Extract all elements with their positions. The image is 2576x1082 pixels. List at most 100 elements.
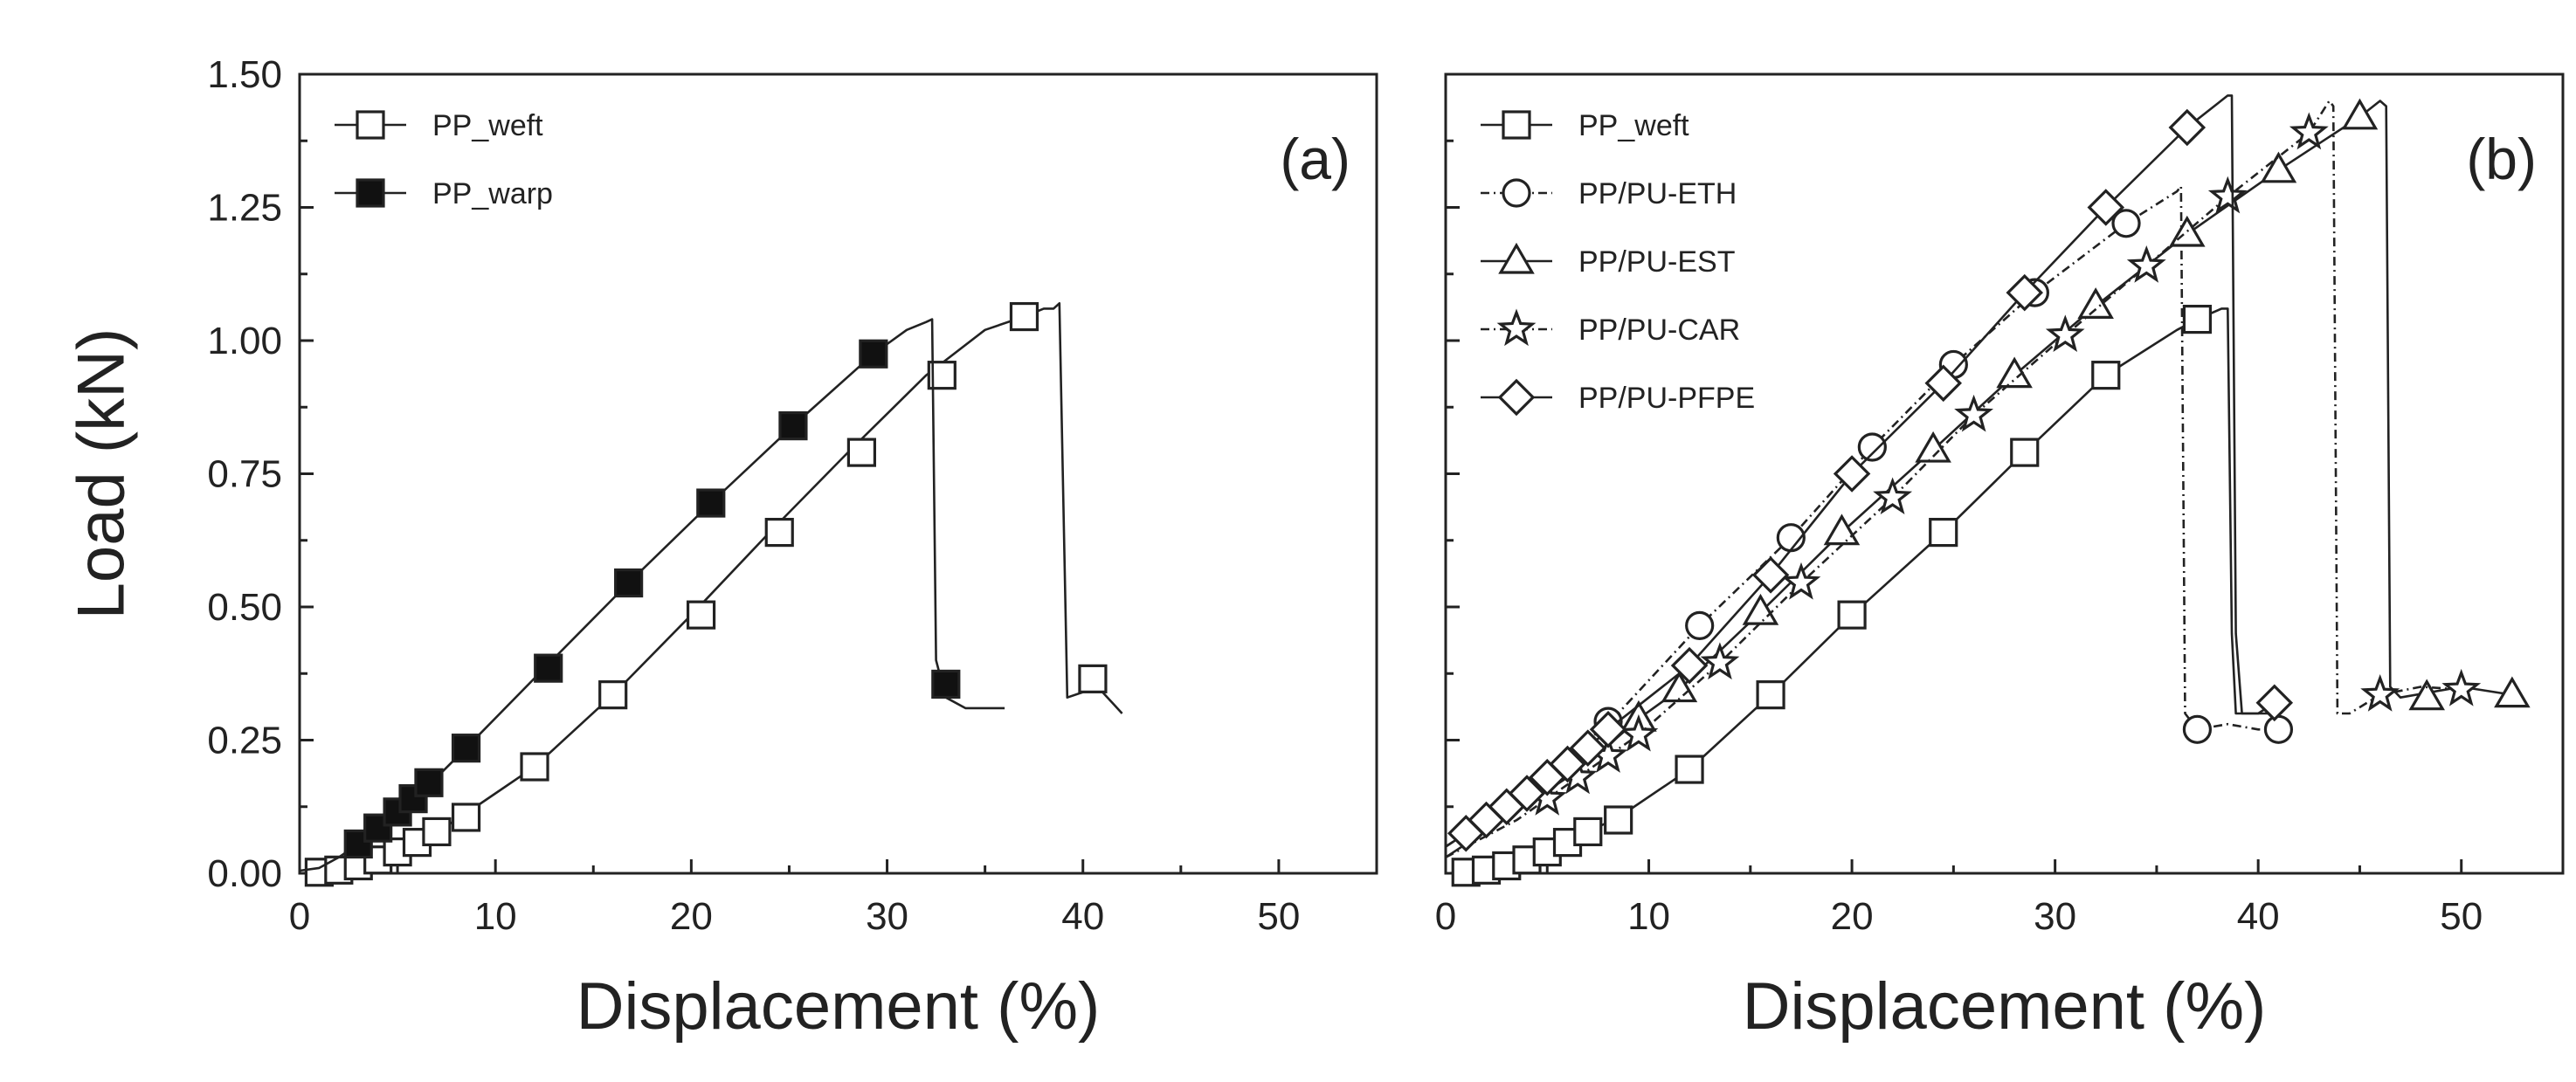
data-point xyxy=(1823,513,1861,546)
data-point xyxy=(686,600,716,630)
data-point xyxy=(1742,593,1779,625)
data-point xyxy=(2408,679,2445,711)
series-pp-warp xyxy=(299,318,1005,872)
series-pp-pu-pfpe xyxy=(1445,94,2294,852)
series-line xyxy=(1445,100,2462,858)
data-point xyxy=(1549,745,1586,783)
data-point xyxy=(846,438,877,467)
data-point xyxy=(2207,176,2248,214)
legend-marker xyxy=(1496,308,1537,347)
y-tick-label: 0.50 xyxy=(207,586,282,629)
x-tick-label: 50 xyxy=(2440,895,2483,938)
x-tick-label: 30 xyxy=(2034,895,2076,938)
x-tick-label: 40 xyxy=(1061,895,1104,938)
data-point xyxy=(2494,676,2531,708)
legend-label: PP_weft xyxy=(1578,109,1689,142)
data-point xyxy=(1661,671,1698,703)
legend-label: PP_warp xyxy=(432,177,553,210)
data-point xyxy=(2360,674,2400,712)
data-point xyxy=(1751,556,1790,594)
y-tick-label: 0.75 xyxy=(207,453,282,496)
x-axis-title: Displacement (%) xyxy=(1743,969,2267,1044)
data-point xyxy=(778,411,808,441)
data-point xyxy=(764,517,794,548)
data-point xyxy=(1604,805,1633,835)
x-tick-label: 0 xyxy=(1435,895,1456,938)
legend-marker xyxy=(356,110,385,140)
data-point xyxy=(1837,600,1867,630)
data-point xyxy=(1009,301,1039,332)
data-point xyxy=(534,653,563,683)
data-point xyxy=(2006,273,2044,312)
data-point xyxy=(2045,314,2085,352)
chart-panel-b: 0 10 20 30 40 50 Displacement (%) (b) PP_weft PP/… xyxy=(1435,72,2565,1044)
series-pp-pu-car xyxy=(1445,100,2482,858)
data-point xyxy=(2087,189,2125,226)
data-point xyxy=(1573,817,1603,847)
legend: PP_weft PP/PU-ETH PP/PU-EST PP/PU-CAR PP/PU-… xyxy=(1481,109,1755,417)
data-point xyxy=(2168,108,2207,147)
data-point xyxy=(1833,455,1871,493)
legend-label: PP/PU-EST xyxy=(1578,245,1735,279)
data-point xyxy=(1670,646,1709,685)
legend-marker xyxy=(1502,178,1531,208)
panel-label: (b) xyxy=(2466,127,2537,191)
series-pp-weft xyxy=(1445,305,2269,887)
data-point xyxy=(2182,714,2213,744)
x-tick-label: 40 xyxy=(2237,895,2280,938)
data-point xyxy=(520,752,549,782)
data-point xyxy=(696,488,726,518)
data-point xyxy=(2255,684,2294,722)
x-tick-label: 20 xyxy=(1831,895,1874,938)
legend-label: PP/PU-PFPE xyxy=(1578,382,1755,415)
data-point xyxy=(2010,438,2040,467)
data-point xyxy=(2091,361,2121,390)
legend-label: PP/PU-CAR xyxy=(1578,314,1740,347)
legend-marker xyxy=(1502,110,1531,140)
data-point xyxy=(1675,755,1704,784)
legend: PP_weft PP_warp xyxy=(335,109,553,210)
data-point xyxy=(598,680,628,710)
x-axis-title: Displacement (%) xyxy=(577,969,1101,1044)
chart-panel-a: 0 10 20 30 40 50 0.00 0.25 0.50 0.75 1.00 1.25 1.50 D… xyxy=(65,53,1378,1044)
panel-label: (a) xyxy=(1280,127,1350,191)
y-tick-label: 1.00 xyxy=(207,320,282,362)
data-point xyxy=(1954,394,1994,432)
data-point xyxy=(2341,98,2379,130)
data-point xyxy=(1589,711,1627,748)
legend-label: PP_weft xyxy=(432,109,543,142)
y-tick-label: 0.00 xyxy=(207,852,282,895)
x-tick-label: 10 xyxy=(474,895,517,938)
data-point xyxy=(451,734,481,763)
data-point xyxy=(1915,431,1951,463)
data-point xyxy=(1078,664,1108,693)
data-point xyxy=(414,768,444,797)
legend-marker xyxy=(1497,378,1536,417)
legend-label: PP/PU-ETH xyxy=(1578,177,1737,210)
data-point xyxy=(859,339,888,369)
y-axis-title: Load (kN) xyxy=(65,328,139,620)
data-point xyxy=(451,803,481,832)
data-point xyxy=(422,817,452,847)
data-point xyxy=(1700,642,1740,680)
x-tick-label: 20 xyxy=(670,895,713,938)
y-tick-label: 1.50 xyxy=(207,53,282,96)
data-point xyxy=(2441,668,2482,706)
data-point xyxy=(1569,729,1607,767)
x-tick-label: 30 xyxy=(866,895,908,938)
data-point xyxy=(931,669,961,700)
data-point xyxy=(2260,151,2297,183)
x-tick-label: 50 xyxy=(1257,895,1300,938)
data-point xyxy=(1508,775,1546,812)
data-point xyxy=(1924,364,1962,403)
data-point xyxy=(1781,562,1821,600)
data-point xyxy=(2126,245,2166,283)
data-point xyxy=(2077,287,2114,319)
data-point xyxy=(614,568,644,598)
data-point xyxy=(2289,112,2329,150)
data-point xyxy=(1996,356,2033,389)
legend-marker xyxy=(356,178,385,208)
data-point xyxy=(1857,432,1887,462)
data-point xyxy=(1756,680,1785,710)
